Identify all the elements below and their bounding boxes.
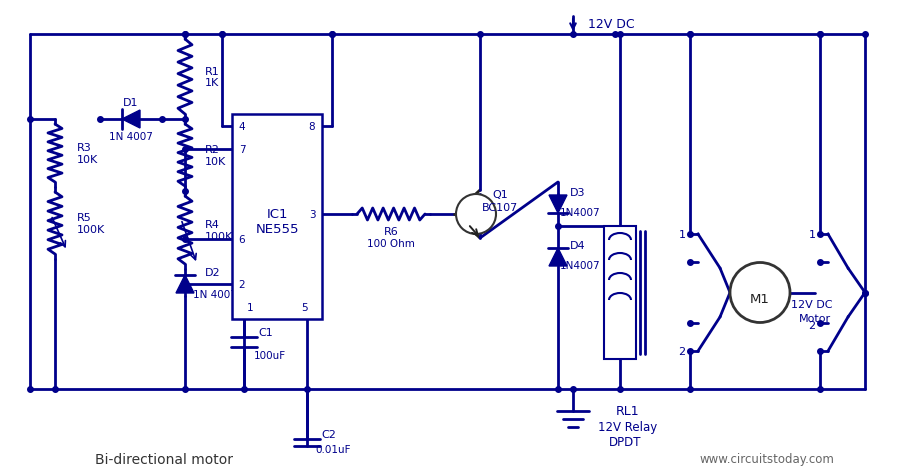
Text: 12V Relay: 12V Relay (598, 421, 658, 434)
Text: 2: 2 (808, 320, 815, 330)
Circle shape (730, 263, 790, 323)
Text: 8: 8 (309, 122, 316, 132)
Text: 1N4007: 1N4007 (560, 208, 600, 218)
Text: BC107: BC107 (482, 203, 518, 213)
Text: R1
1K: R1 1K (205, 67, 220, 88)
Text: 1: 1 (678, 229, 685, 239)
Text: IC1
NE555: IC1 NE555 (256, 208, 299, 236)
Bar (232, 115, 322, 319)
Text: R3
10K: R3 10K (77, 143, 99, 164)
Text: 4: 4 (239, 122, 245, 132)
Text: 1N4007: 1N4007 (560, 260, 600, 270)
Text: Motor: Motor (799, 313, 831, 323)
Text: R4
100K: R4 100K (205, 220, 233, 241)
Text: M1: M1 (750, 292, 770, 306)
Text: Q1: Q1 (492, 189, 508, 199)
Text: www.circuitstoday.com: www.circuitstoday.com (700, 453, 835, 466)
Text: RL1: RL1 (616, 405, 640, 417)
Text: 1: 1 (247, 302, 253, 312)
Text: 6: 6 (239, 235, 245, 245)
Text: 5: 5 (300, 302, 308, 312)
Text: 100 Ohm: 100 Ohm (367, 238, 415, 248)
Text: 1: 1 (808, 229, 815, 239)
Text: 0.01uF: 0.01uF (315, 444, 351, 454)
Text: D3: D3 (570, 188, 586, 198)
Polygon shape (549, 248, 567, 267)
Text: Bi-directional motor: Bi-directional motor (95, 452, 233, 466)
Text: 12V DC: 12V DC (588, 19, 634, 31)
Polygon shape (549, 196, 567, 214)
Text: 7: 7 (239, 145, 245, 155)
Text: C2: C2 (321, 429, 336, 439)
Text: R5
100K: R5 100K (77, 213, 105, 234)
Polygon shape (176, 276, 194, 293)
Text: R2
10K: R2 10K (205, 145, 226, 167)
Text: D1: D1 (123, 98, 139, 108)
Text: 100uF: 100uF (254, 350, 286, 360)
Circle shape (456, 195, 496, 235)
Text: 3: 3 (309, 209, 316, 219)
Bar (604, 227, 636, 359)
Text: 2: 2 (239, 279, 245, 289)
Text: 12V DC: 12V DC (791, 300, 832, 310)
Text: D2: D2 (205, 268, 221, 278)
Text: 1N 4007: 1N 4007 (109, 132, 152, 142)
Text: D4: D4 (570, 240, 586, 250)
Text: DPDT: DPDT (609, 436, 641, 448)
Text: 1N 4007: 1N 4007 (193, 289, 237, 299)
Text: R6: R6 (384, 227, 398, 237)
Text: C1: C1 (258, 327, 274, 337)
Text: 2: 2 (678, 346, 685, 356)
Polygon shape (122, 111, 140, 129)
